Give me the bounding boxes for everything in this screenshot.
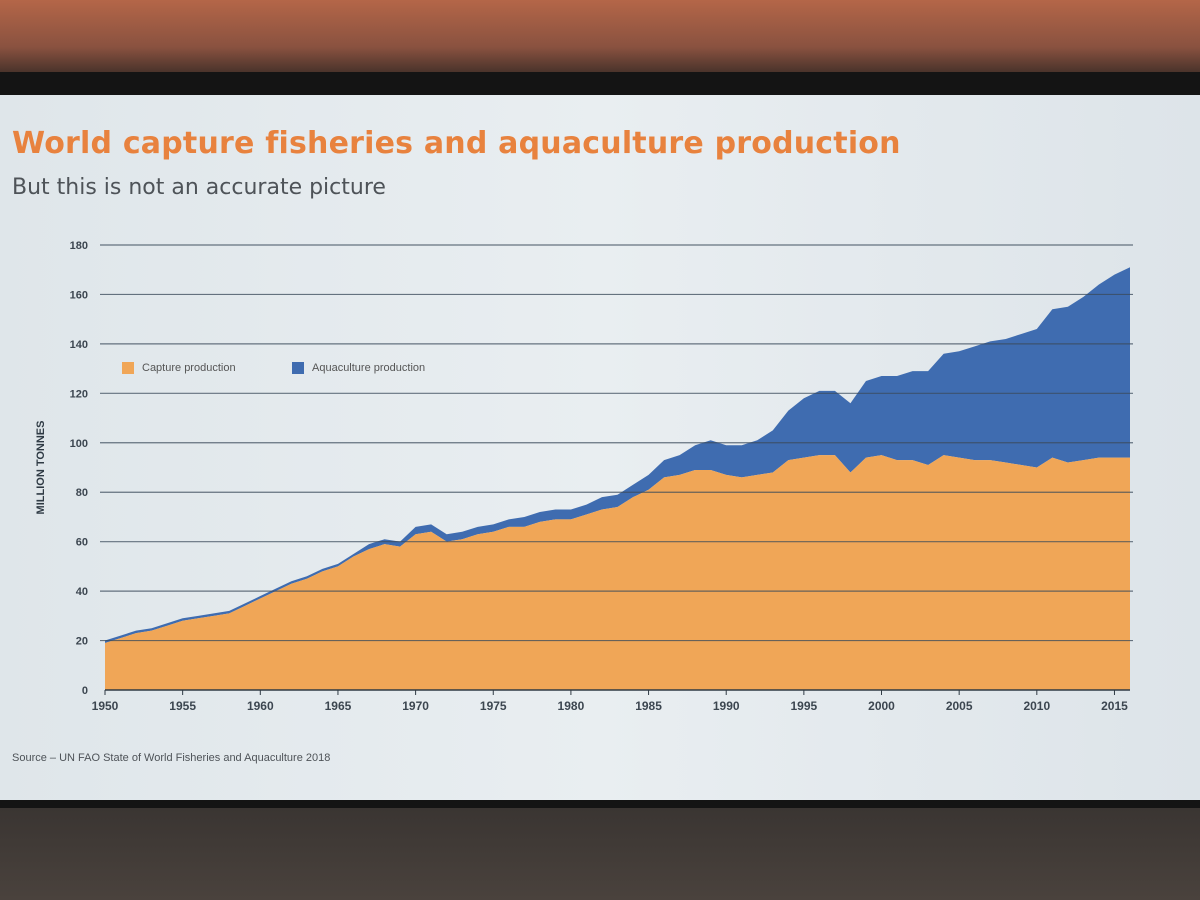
x-tick-label: 2000	[868, 699, 895, 713]
y-tick-label: 160	[70, 289, 88, 301]
x-tick-label: 1985	[635, 699, 662, 713]
x-tick-label: 1955	[169, 699, 196, 713]
x-tick-label: 1995	[791, 699, 818, 713]
x-tick-label: 2005	[946, 699, 973, 713]
slide-title: World capture fisheries and aquaculture …	[12, 126, 901, 161]
y-tick-label: 180	[70, 240, 88, 252]
slide-subtitle: But this is not an accurate picture	[12, 175, 386, 200]
y-tick-label: 40	[76, 586, 88, 598]
y-tick-label: 0	[82, 685, 88, 697]
y-tick-label: 140	[70, 339, 88, 351]
x-tick-label: 1970	[402, 699, 429, 713]
x-tick-label: 1950	[92, 699, 119, 713]
capture-swatch	[122, 362, 134, 374]
x-tick-label: 1960	[247, 699, 274, 713]
x-tick-label: 1975	[480, 699, 507, 713]
room-wall-bottom	[0, 808, 1200, 900]
capture-area	[105, 455, 1130, 690]
x-tick-label: 1990	[713, 699, 740, 713]
x-tick-label: 2015	[1101, 699, 1128, 713]
legend-aquaculture: Aquaculture production	[292, 358, 425, 378]
aquaculture-area	[105, 267, 1130, 644]
y-axis-label: MILLION TONNES	[35, 421, 47, 515]
x-tick-label: 1980	[558, 699, 585, 713]
legend-capture: Capture production	[122, 358, 236, 378]
y-tick-label: 60	[76, 537, 88, 549]
y-tick-label: 120	[70, 388, 88, 400]
source-note: Source – UN FAO State of World Fisheries…	[12, 752, 331, 764]
x-tick-label: 2010	[1023, 699, 1050, 713]
y-tick-label: 80	[76, 487, 88, 499]
room-wall-top	[0, 0, 1200, 78]
aquaculture-swatch	[292, 362, 304, 374]
y-tick-label: 100	[70, 438, 88, 450]
y-tick-label: 20	[76, 636, 88, 648]
legend-label-aquaculture: Aquaculture production	[312, 362, 426, 374]
x-tick-label: 1965	[325, 699, 352, 713]
legend-label-capture: Capture production	[142, 362, 236, 374]
